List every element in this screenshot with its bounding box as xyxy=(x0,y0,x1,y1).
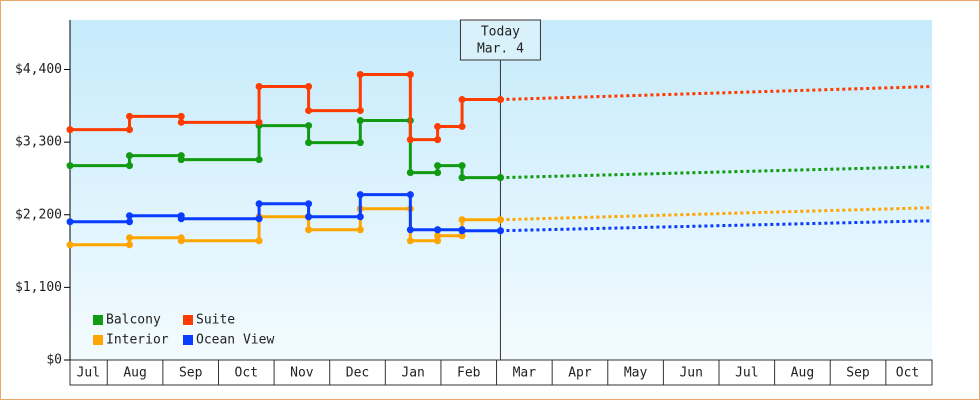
data-point xyxy=(356,70,364,78)
x-tick-label: Oct xyxy=(235,366,258,381)
step-point xyxy=(126,126,134,134)
data-point xyxy=(177,156,185,164)
legend-swatch xyxy=(183,335,193,345)
data-point xyxy=(458,216,466,224)
step-point xyxy=(126,162,134,170)
x-tick-label: Jun xyxy=(679,366,702,381)
x-tick-label: Jan xyxy=(401,366,424,381)
today-label: Today xyxy=(481,25,520,40)
data-point xyxy=(126,152,134,160)
step-point xyxy=(458,232,466,240)
x-tick-label: Dec xyxy=(346,366,369,381)
data-point xyxy=(406,226,414,234)
step-point xyxy=(356,139,364,147)
legend-label: Suite xyxy=(196,313,235,328)
data-point xyxy=(434,232,442,240)
step-point xyxy=(255,215,263,223)
step-point xyxy=(356,107,364,115)
step-point xyxy=(305,200,313,208)
y-tick-label: $3,300 xyxy=(15,135,62,150)
data-point xyxy=(126,212,134,220)
step-point xyxy=(406,70,414,78)
data-point xyxy=(406,169,414,177)
data-point xyxy=(126,234,134,242)
step-point xyxy=(305,82,313,90)
step-point xyxy=(177,112,185,120)
step-point xyxy=(458,123,466,131)
data-point xyxy=(305,107,313,115)
data-point xyxy=(66,162,74,170)
legend-swatch xyxy=(93,335,103,345)
legend-label: Balcony xyxy=(106,313,161,328)
x-tick-label: Mar xyxy=(513,366,537,381)
step-point xyxy=(434,237,442,245)
step-point xyxy=(434,169,442,177)
x-tick-label: Oct xyxy=(896,366,919,381)
step-point xyxy=(434,136,442,144)
step-point xyxy=(126,218,134,226)
data-point xyxy=(305,213,313,221)
x-tick-label: Nov xyxy=(290,366,314,381)
data-point xyxy=(356,117,364,125)
legend-swatch xyxy=(93,315,103,325)
step-point xyxy=(255,237,263,245)
data-point xyxy=(496,216,504,224)
y-tick-label: $4,400 xyxy=(15,62,62,77)
step-point xyxy=(356,213,364,221)
data-point xyxy=(305,139,313,147)
data-point xyxy=(458,227,466,235)
data-point xyxy=(177,118,185,126)
x-tick-label: Aug xyxy=(123,366,146,381)
legend-label: Interior xyxy=(106,333,169,348)
data-point xyxy=(177,215,185,223)
y-tick-label: $2,200 xyxy=(15,207,62,222)
today-label: Mar. 4 xyxy=(477,42,524,57)
step-point xyxy=(255,156,263,164)
x-tick-label: May xyxy=(624,366,648,381)
data-point xyxy=(496,174,504,182)
step-point xyxy=(458,162,466,170)
x-axis-band xyxy=(69,359,933,386)
x-tick-label: Sep xyxy=(179,366,203,381)
x-tick-label: Feb xyxy=(457,366,481,381)
today-box xyxy=(459,19,541,61)
x-tick-label: Sep xyxy=(846,366,870,381)
data-point xyxy=(434,226,442,234)
series-line xyxy=(70,207,501,247)
plot-area xyxy=(70,20,932,360)
data-point xyxy=(255,82,263,90)
data-point xyxy=(126,112,134,120)
data-point xyxy=(177,237,185,245)
data-point xyxy=(458,96,466,104)
step-point xyxy=(406,191,414,199)
data-point xyxy=(66,126,74,134)
x-tick-label: Jul xyxy=(735,366,758,381)
step-point xyxy=(255,118,263,126)
data-point xyxy=(496,227,504,235)
data-point xyxy=(66,218,74,226)
data-point xyxy=(356,191,364,199)
x-tick-label: Aug xyxy=(791,366,814,381)
data-point xyxy=(66,241,74,249)
legend-swatch xyxy=(183,315,193,325)
data-point xyxy=(434,162,442,170)
data-point xyxy=(458,174,466,182)
step-point xyxy=(356,226,364,234)
data-point xyxy=(496,96,504,104)
y-tick-label: $0 xyxy=(46,353,62,368)
series-line xyxy=(70,72,501,142)
y-tick-label: $1,100 xyxy=(15,280,62,295)
data-point xyxy=(305,226,313,234)
x-tick-label: Jul xyxy=(77,366,100,381)
data-point xyxy=(406,136,414,144)
x-tick-label: Apr xyxy=(568,366,592,381)
data-point xyxy=(255,200,263,208)
legend-label: Ocean View xyxy=(196,333,274,348)
data-point xyxy=(434,123,442,131)
step-point xyxy=(126,241,134,249)
data-point xyxy=(406,237,414,245)
step-point xyxy=(305,122,313,130)
series-line xyxy=(70,119,501,180)
